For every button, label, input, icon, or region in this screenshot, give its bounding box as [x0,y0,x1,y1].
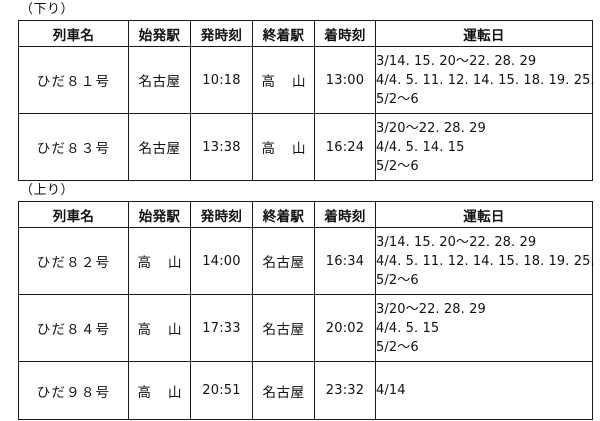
timetable-downward: 列車名 始発駅 発時刻 終着駅 着時刻 運転日 ひだ８１号 名古屋 10:18 … [18,20,600,181]
cell-origin-station: 高 山 [128,294,191,362]
operating-day-line: 3/20〜22. 28. 29 [376,120,486,136]
column-header-operating-days: 運転日 [375,20,593,47]
operating-day-line: 3/14. 15. 20〜22. 28. 29 [376,234,537,250]
section-downward: （下り） 列車名 始発駅 発時刻 終着駅 着時刻 運転日 ひだ８１号 [18,2,600,181]
cell-terminal-station: 名古屋 [252,227,315,295]
column-header-origin-station: 始発駅 [128,20,191,47]
cell-operating-days: 4/14 [375,361,593,420]
column-header-operating-days: 運転日 [375,201,593,228]
cell-arrival-time: 20:02 [314,294,376,362]
operating-day-line: 3/14. 15. 20〜22. 28. 29 [376,53,537,69]
header-row: 列車名 始発駅 発時刻 終着駅 着時刻 運転日 [18,201,593,228]
column-header-train-name: 列車名 [18,201,129,228]
operating-day-line: 3/20〜22. 28. 29 [376,301,486,317]
direction-label-upward: （上り） [20,183,75,198]
cell-train-name: ひだ８１号 [18,46,129,114]
operating-day-line: 5/2〜6 [376,272,419,288]
table-row: ひだ８２号 高 山 14:00 名古屋 16:34 3/14. 15. 20〜2… [18,227,600,295]
cell-arrival-time: 16:24 [314,113,376,181]
cell-arrival-time: 13:00 [314,46,376,114]
operating-day-line: 4/14 [376,383,406,398]
cell-operating-days: 3/14. 15. 20〜22. 28. 29 4/4. 5. 11. 12. … [375,227,600,295]
cell-operating-days: 3/20〜22. 28. 29 4/4. 5. 15 5/2〜6 [375,294,593,362]
station-text: 高 山 [137,384,182,401]
cell-terminal-station: 高 山 [252,46,315,114]
section-upward: （上り） 列車名 始発駅 発時刻 終着駅 着時刻 運転日 ひだ８２号 [18,183,600,420]
cell-origin-station: 名古屋 [128,46,191,114]
timetable-upward: 列車名 始発駅 発時刻 終着駅 着時刻 運転日 ひだ８２号 高 山 14:00 … [18,201,600,420]
table-row: ひだ８３号 名古屋 13:38 高 山 16:24 3/20〜22. 28. 2… [18,113,593,181]
column-header-arrival-time: 着時刻 [314,201,376,228]
table-body-upward: ひだ８２号 高 山 14:00 名古屋 16:34 3/14. 15. 20〜2… [18,227,600,420]
cell-departure-time: 13:38 [190,113,253,181]
operating-day-line: 5/2〜6 [376,91,419,107]
station-text: 高 山 [261,141,306,157]
cell-train-name: ひだ９８号 [18,361,129,420]
column-header-departure-time: 発時刻 [190,20,253,47]
direction-label-downward: （下り） [20,2,75,17]
cell-terminal-station: 高 山 [252,113,315,181]
operating-day-line: 4/4. 5. 15 [376,320,440,336]
cell-departure-time: 14:00 [190,227,253,295]
table-header-downward: 列車名 始発駅 発時刻 終着駅 着時刻 運転日 [18,20,593,47]
table-body-downward: ひだ８１号 名古屋 10:18 高 山 13:00 3/14. 15. 20〜2… [18,46,600,181]
cell-terminal-station: 名古屋 [252,361,315,420]
cell-arrival-time: 16:34 [314,227,376,295]
cell-terminal-station: 名古屋 [252,294,315,362]
cell-train-name: ひだ８３号 [18,113,129,181]
station-text: 高 山 [137,322,182,338]
table-row: ひだ９８号 高 山 20:51 名古屋 23:32 4/14 [18,361,593,420]
column-header-departure-time: 発時刻 [190,201,253,228]
table-header-upward: 列車名 始発駅 発時刻 終着駅 着時刻 運転日 [18,201,593,228]
operating-day-line: 5/2〜6 [376,158,419,174]
cell-operating-days: 3/14. 15. 20〜22. 28. 29 4/4. 5. 11. 12. … [375,46,600,114]
table-row: ひだ８１号 名古屋 10:18 高 山 13:00 3/14. 15. 20〜2… [18,46,600,114]
station-text: 高 山 [137,255,182,271]
column-header-terminal-station: 終着駅 [252,201,315,228]
cell-train-name: ひだ８４号 [18,294,129,362]
header-row: 列車名 始発駅 発時刻 終着駅 着時刻 運転日 [18,20,593,47]
cell-origin-station: 高 山 [128,227,191,295]
column-header-train-name: 列車名 [18,20,129,47]
operating-day-line: 4/4. 5. 11. 12. 14. 15. 18. 19. 25. 26 [376,72,600,88]
station-text: 高 山 [261,74,306,90]
column-header-arrival-time: 着時刻 [314,20,376,47]
cell-departure-time: 10:18 [190,46,253,114]
cell-operating-days: 3/20〜22. 28. 29 4/4. 5. 14. 15 5/2〜6 [375,113,593,181]
cell-departure-time: 20:51 [190,361,253,420]
operating-day-line: 5/2〜6 [376,339,419,355]
column-header-origin-station: 始発駅 [128,201,191,228]
operating-day-line: 4/4. 5. 11. 12. 14. 15. 18. 19. 25. 26 [376,253,600,269]
cell-origin-station: 名古屋 [128,113,191,181]
table-row: ひだ８４号 高 山 17:33 名古屋 20:02 3/20〜22. 28. 2… [18,294,593,362]
operating-day-line: 4/4. 5. 14. 15 [376,139,465,155]
cell-origin-station: 高 山 [128,361,191,420]
cell-train-name: ひだ８２号 [18,227,129,295]
cell-arrival-time: 23:32 [314,361,376,420]
column-header-terminal-station: 終着駅 [252,20,315,47]
cell-departure-time: 17:33 [190,294,253,362]
